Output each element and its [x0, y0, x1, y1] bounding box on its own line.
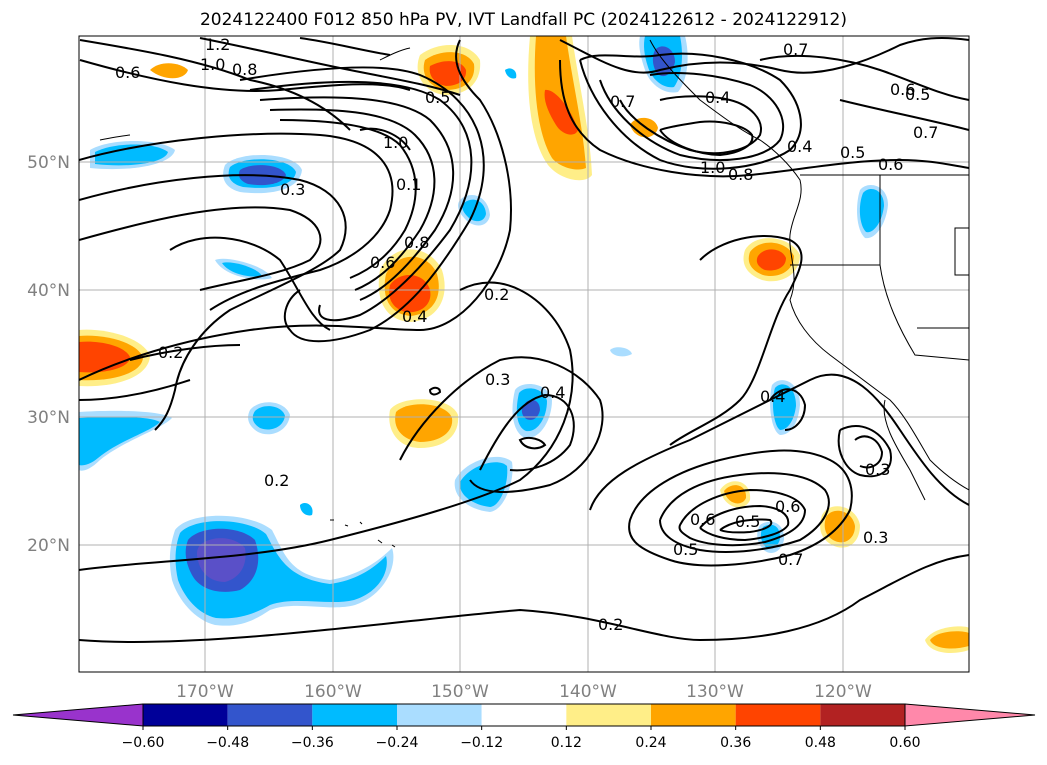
pv-positive-blob: [79, 341, 130, 373]
contour-label: 0.4: [787, 137, 812, 156]
pv-negative-blob: [196, 538, 246, 582]
contour-label: 0.6: [878, 155, 903, 174]
colorbar-tick-label: 0.60: [889, 735, 920, 751]
lon-label: 140°W: [559, 682, 617, 702]
contour-label: 0.8: [232, 60, 257, 79]
contour-label: 0.5: [735, 512, 760, 531]
latitude-labels: 50°N 40°N 30°N 20°N: [27, 153, 70, 556]
colorbar-swatch: [312, 704, 397, 726]
contour-label: 0.4: [760, 387, 785, 406]
colorbar-tick-label: 0.12: [551, 735, 582, 751]
pv-positive-blob: [150, 63, 188, 79]
colorbar-swatch: [397, 704, 482, 726]
contour-label: 0.5: [425, 88, 450, 107]
pv-positive-blob: [389, 274, 431, 313]
colorbar-swatch: [481, 704, 567, 726]
colorbar-tick-label: −0.24: [376, 735, 419, 751]
graticule: [79, 36, 969, 672]
contour-label: 1.0: [700, 158, 725, 177]
contour-label: 0.3: [863, 528, 888, 547]
contour-label: 0.3: [280, 180, 305, 199]
lon-label: 160°W: [304, 682, 362, 702]
pv-positive-blob: [930, 631, 969, 649]
pv-negative-blob: [79, 416, 160, 466]
pv-positive-blob: [630, 117, 658, 138]
pv-negative-blob: [95, 144, 168, 166]
contour-label: 0.7: [610, 92, 635, 111]
pv-negative-blob: [859, 189, 884, 233]
pv-negative-blob: [222, 262, 262, 277]
lat-label: 50°N: [27, 153, 70, 173]
colorbar-frame: [142, 703, 906, 727]
pv-positive-blob: [724, 485, 747, 504]
lon-label: 150°W: [431, 682, 489, 702]
contour-label: 0.4: [402, 307, 427, 326]
map-frame: [78, 35, 970, 673]
colorbar-tick-label: −0.36: [291, 735, 334, 751]
contour-labels: 1.2 1.0 0.8 0.6 0.5 0.3 1.0 0.1 0.8 0.6 …: [115, 35, 938, 634]
contour-label: 0.6: [890, 80, 915, 99]
contour-label: 0.6: [690, 510, 715, 529]
lat-label: 40°N: [27, 281, 70, 301]
contour-label: 0.7: [783, 40, 808, 59]
pv-positive-blob: [756, 249, 786, 271]
pv-negative-blob: [610, 347, 632, 357]
contour-label: 0.2: [598, 615, 623, 634]
pv-positive-blob: [544, 89, 578, 135]
contour-label: 0.5: [840, 143, 865, 162]
lon-label: 170°W: [176, 682, 234, 702]
colorbar-extend-low: [12, 703, 144, 727]
colorbar-tick-label: −0.12: [460, 735, 503, 751]
pv-shading: [79, 36, 969, 653]
colorbar-extend-high: [904, 703, 1036, 727]
lat-label: 20°N: [27, 536, 70, 556]
lon-label: 120°W: [814, 682, 872, 702]
colorbar-tick-label: 0.36: [720, 735, 751, 751]
pv-negative-blob: [459, 462, 508, 507]
pv-negative-blob: [300, 503, 313, 516]
pv-negative-blob: [252, 406, 285, 430]
longitude-labels: 170°W 160°W 150°W 140°W 130°W 120°W: [176, 682, 872, 702]
contour-label: 0.1: [396, 175, 421, 194]
colorbar-swatch: [143, 704, 228, 726]
colorbar: −0.60 −0.48 −0.36 −0.24 −0.12 0.12 0.24 0.36 0.4…: [12, 703, 1036, 751]
colorbar-swatch: [735, 704, 821, 726]
contour-label: 0.6: [775, 497, 800, 516]
contour-label: 0.7: [913, 123, 938, 142]
contour-label: 0.8: [404, 233, 429, 252]
contour-label: 1.0: [200, 55, 225, 74]
lat-label: 30°N: [27, 408, 70, 428]
map-title: 2024122400 F012 850 hPa PV, IVT Landfall…: [199, 10, 847, 30]
colorbar-swatch: [820, 704, 905, 726]
colorbar-tick-label: 0.24: [635, 735, 666, 751]
contour-label: 0.5: [905, 85, 930, 104]
ivt-contours: [79, 36, 969, 644]
contour-label: 0.6: [115, 63, 140, 82]
contour-label: 0.5: [673, 540, 698, 559]
colorbar-tick-label: 0.48: [805, 735, 836, 751]
contour-label: 1.2: [205, 35, 230, 54]
contour-label: 0.6: [370, 253, 395, 272]
contour-label: 1.0: [383, 133, 408, 152]
colorbar-tick-label: −0.60: [122, 735, 165, 751]
colorbar-swatch: [651, 704, 736, 726]
contour-label: 0.2: [264, 471, 289, 490]
colorbar-swatch: [227, 704, 313, 726]
contour-label: 0.4: [540, 383, 565, 402]
pv-positive-blob: [824, 510, 855, 543]
colorbar-swatch: [566, 704, 651, 726]
lon-label: 130°W: [686, 682, 744, 702]
contour-label: 0.2: [484, 285, 509, 304]
contour-label: 0.3: [865, 460, 890, 479]
contour-label: 0.4: [705, 88, 730, 107]
contour-label: 0.8: [728, 165, 753, 184]
pv-negative-blob: [505, 68, 517, 79]
colorbar-tick-label: −0.48: [206, 735, 249, 751]
contour-label: 0.3: [485, 370, 510, 389]
coastlines: [99, 39, 969, 548]
contour-label: 0.7: [778, 550, 803, 569]
contour-label: 0.2: [158, 343, 183, 362]
